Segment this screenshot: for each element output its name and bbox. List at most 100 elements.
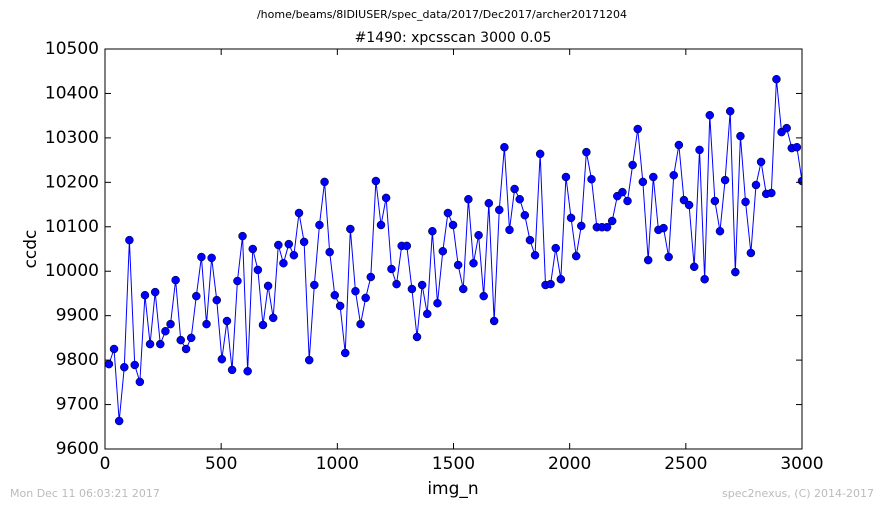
data-point bbox=[602, 222, 612, 232]
data-point bbox=[628, 160, 637, 170]
y-tick-label: 10000 bbox=[45, 261, 99, 281]
data-point bbox=[756, 157, 766, 167]
data-point bbox=[135, 377, 145, 387]
data-point bbox=[428, 226, 437, 236]
plot-area bbox=[105, 74, 802, 426]
data-point bbox=[448, 220, 458, 230]
data-point bbox=[105, 359, 114, 369]
data-point bbox=[741, 197, 750, 207]
data-point bbox=[705, 110, 715, 120]
data-point bbox=[556, 274, 566, 284]
data-point bbox=[150, 287, 160, 297]
data-point bbox=[310, 280, 319, 290]
data-point bbox=[643, 255, 653, 265]
data-point bbox=[263, 281, 273, 291]
data-point bbox=[109, 344, 119, 354]
data-point bbox=[248, 244, 258, 254]
data-point bbox=[294, 208, 304, 218]
data-point bbox=[361, 293, 370, 303]
data-point bbox=[443, 208, 453, 218]
x-tick-label: 1500 bbox=[432, 454, 475, 474]
data-point bbox=[376, 220, 386, 230]
footer-credit: spec2nexus, (C) 2014-2017 bbox=[722, 487, 874, 500]
data-point bbox=[181, 344, 191, 354]
data-point bbox=[535, 149, 545, 159]
data-point bbox=[530, 250, 540, 260]
data-point bbox=[330, 290, 340, 300]
data-point bbox=[120, 362, 129, 372]
data-point bbox=[227, 365, 237, 375]
chart-title: #1490: xpcsscan 3000 0.05 bbox=[355, 30, 552, 46]
data-point bbox=[346, 224, 355, 234]
data-point bbox=[715, 226, 725, 236]
data-point bbox=[582, 147, 591, 157]
data-point bbox=[238, 231, 247, 241]
data-point bbox=[751, 180, 761, 190]
data-point bbox=[412, 332, 422, 342]
y-tick-label: 9900 bbox=[56, 306, 99, 326]
data-point bbox=[207, 253, 216, 263]
x-tick-label: 0 bbox=[100, 454, 111, 474]
data-point bbox=[130, 360, 139, 370]
data-point bbox=[438, 246, 448, 256]
data-point bbox=[212, 295, 222, 305]
axes-frame bbox=[104, 48, 803, 450]
data-point bbox=[587, 174, 596, 184]
data-point bbox=[217, 354, 227, 364]
data-point bbox=[279, 258, 288, 268]
data-point bbox=[402, 241, 412, 251]
data-point bbox=[407, 284, 417, 294]
y-tick-label: 10500 bbox=[45, 39, 99, 59]
data-point bbox=[767, 188, 776, 198]
data-point bbox=[659, 223, 668, 233]
data-point bbox=[746, 248, 756, 258]
data-point bbox=[315, 220, 324, 230]
data-point bbox=[268, 313, 278, 323]
y-tick-label: 10100 bbox=[45, 217, 99, 237]
data-point bbox=[479, 291, 488, 301]
data-point bbox=[689, 262, 699, 272]
data-point bbox=[387, 264, 396, 274]
data-point bbox=[156, 339, 165, 349]
x-axis-label: img_n bbox=[427, 479, 478, 499]
x-tick-label: 1000 bbox=[316, 454, 359, 474]
y-tick-label: 9800 bbox=[56, 350, 99, 370]
data-point bbox=[571, 251, 581, 261]
y-tick-label: 10200 bbox=[45, 172, 99, 192]
data-point bbox=[335, 301, 345, 311]
data-point bbox=[618, 187, 627, 197]
data-point bbox=[669, 170, 679, 180]
data-point bbox=[782, 123, 791, 133]
data-point bbox=[561, 172, 571, 182]
data-point bbox=[792, 142, 802, 152]
data-point bbox=[515, 194, 524, 204]
data-point bbox=[459, 284, 468, 294]
data-point bbox=[525, 235, 535, 245]
data-point bbox=[623, 196, 632, 206]
data-point bbox=[495, 205, 504, 215]
suptitle: /home/beams/8IDIUSER/spec_data/2017/Dec2… bbox=[257, 8, 627, 21]
data-point bbox=[381, 193, 391, 203]
data-point bbox=[186, 333, 196, 343]
data-point bbox=[392, 279, 401, 289]
data-point bbox=[145, 339, 155, 349]
data-point bbox=[566, 213, 576, 223]
data-point bbox=[453, 260, 463, 270]
data-point bbox=[356, 319, 365, 329]
data-point bbox=[258, 320, 268, 330]
data-point bbox=[197, 252, 206, 262]
data-point bbox=[192, 291, 201, 301]
data-point bbox=[551, 243, 560, 253]
data-point bbox=[366, 272, 376, 282]
data-point bbox=[243, 366, 252, 376]
data-point bbox=[371, 176, 381, 186]
data-point bbox=[710, 196, 720, 206]
data-point bbox=[772, 74, 781, 84]
data-point bbox=[320, 177, 329, 187]
data-point bbox=[500, 142, 509, 152]
data-point bbox=[289, 250, 299, 260]
data-point bbox=[417, 280, 427, 290]
data-point bbox=[166, 319, 175, 329]
data-line bbox=[108, 79, 802, 422]
